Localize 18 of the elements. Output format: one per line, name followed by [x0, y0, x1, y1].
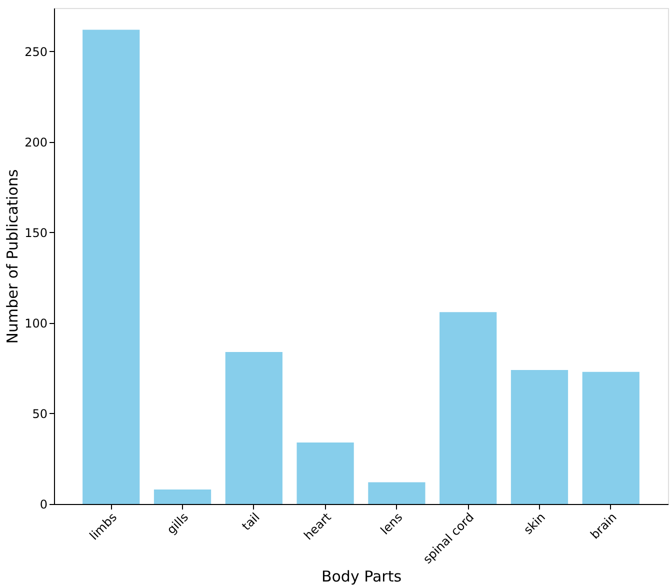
bar: [154, 490, 212, 504]
bar: [510, 370, 568, 504]
y-tick-label: 100: [24, 316, 48, 330]
bar: [82, 30, 140, 504]
bar: [440, 312, 497, 504]
y-tick-label: 150: [24, 226, 48, 240]
y-tick-label: 250: [24, 44, 48, 59]
bar: [296, 442, 354, 504]
bar: [582, 372, 640, 504]
y-tick-label: 200: [24, 135, 48, 150]
bar: [368, 482, 426, 504]
x-tick-label: tail: [239, 510, 262, 534]
bar: [225, 352, 282, 504]
y-tick-label: 50: [32, 406, 48, 421]
y-tick-label: 0: [40, 498, 48, 512]
y-axis-title: Number of Publications: [4, 169, 22, 344]
x-axis-title: Body Parts: [321, 568, 402, 586]
x-tick-label: skin: [521, 510, 548, 538]
